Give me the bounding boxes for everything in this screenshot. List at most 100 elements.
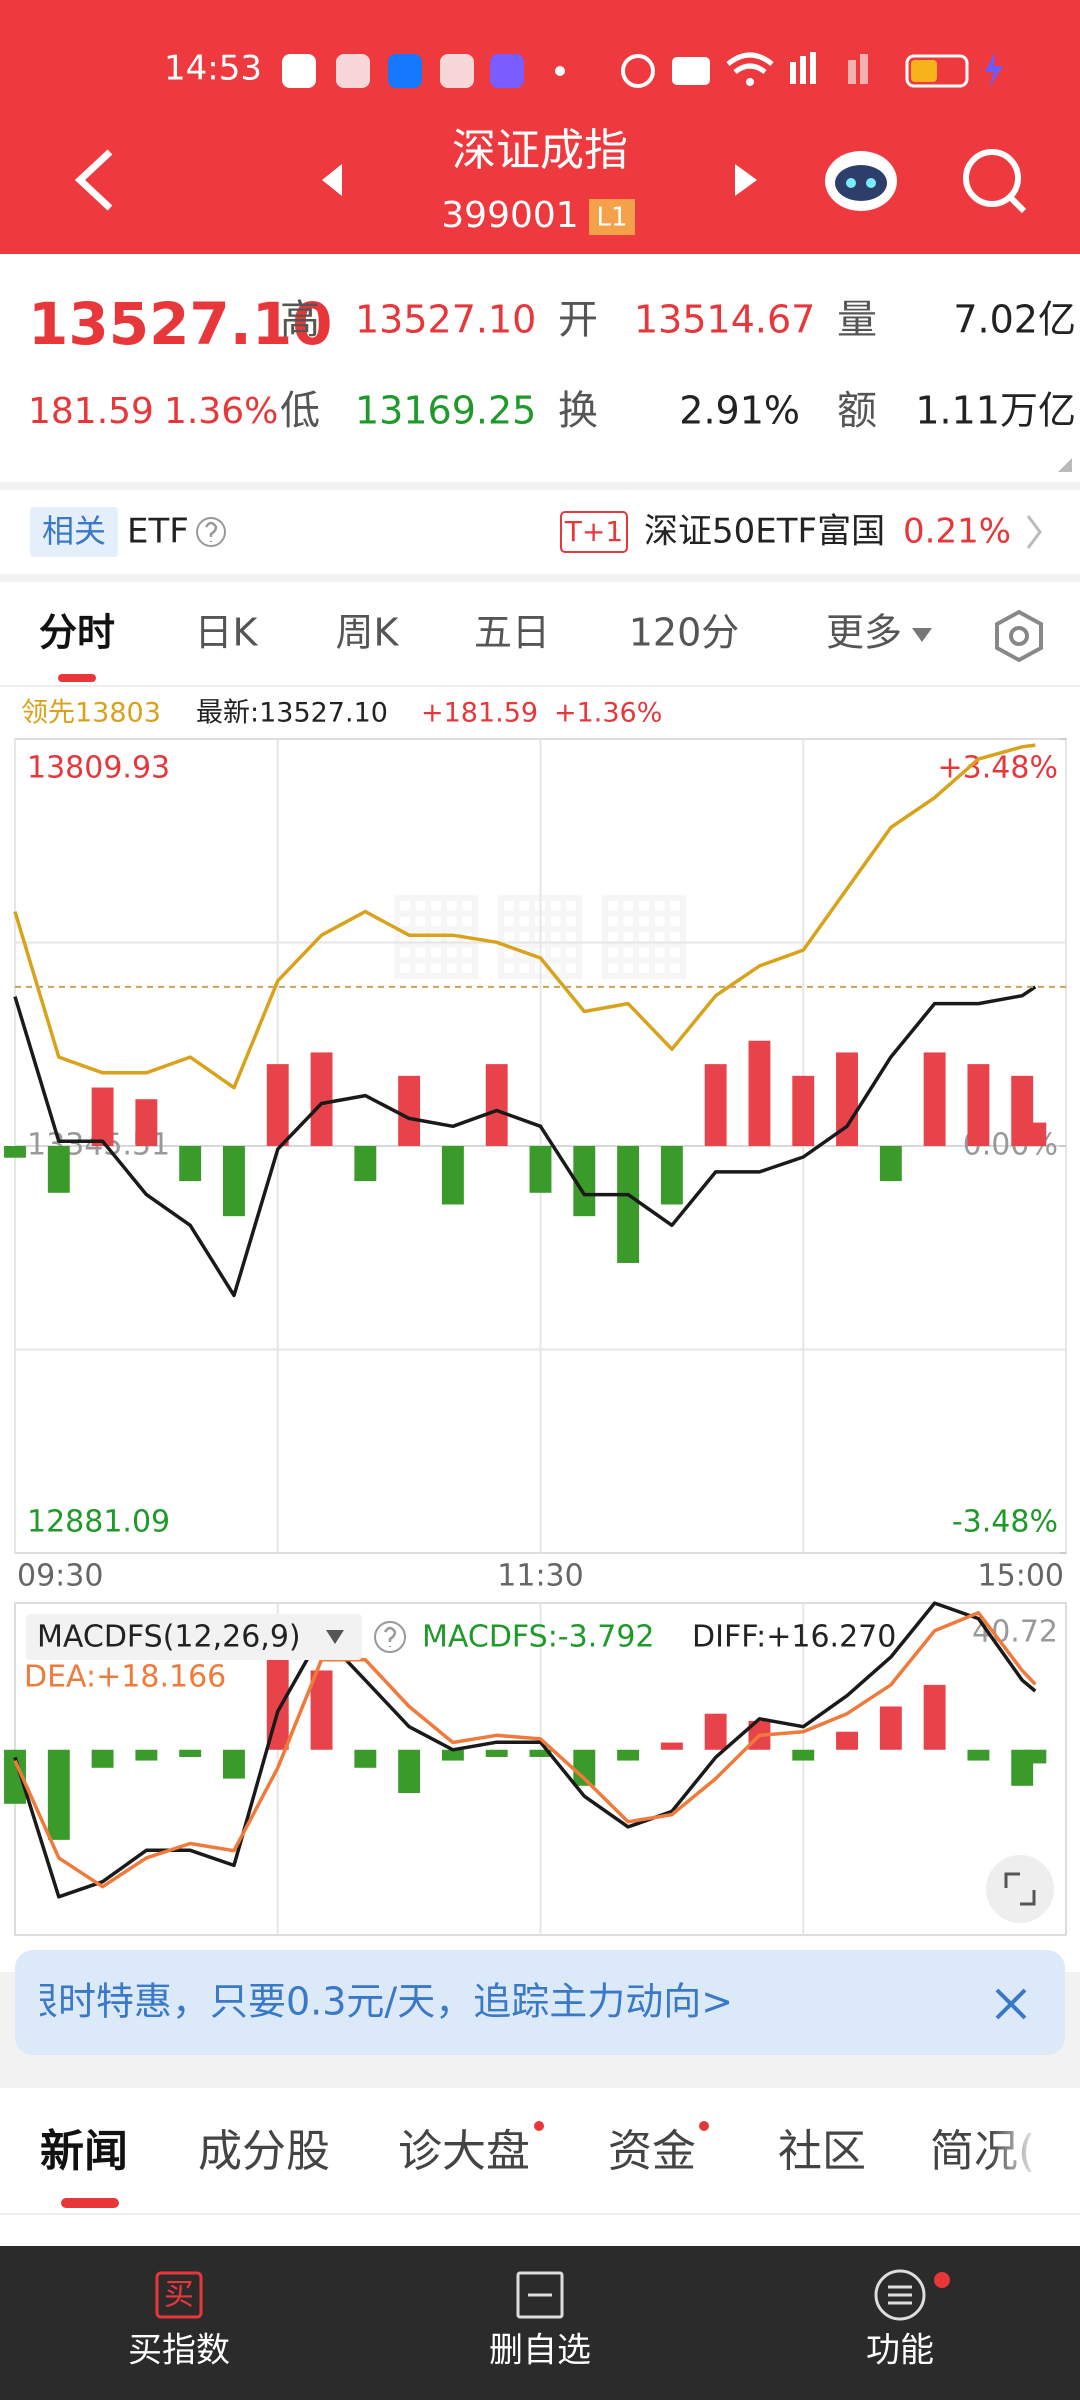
chart-tab[interactable]: 120分	[629, 611, 740, 655]
bar	[792, 1075, 815, 1146]
field-value: 13527.10	[355, 298, 536, 342]
news-tab[interactable]: 资金	[608, 2126, 696, 2177]
nav-label: 买指数	[128, 2331, 230, 2371]
header-bg	[0, 0, 1080, 254]
bar	[354, 1146, 377, 1182]
bar	[135, 1099, 158, 1146]
chart-tab[interactable]: 五日	[474, 611, 550, 655]
bar	[4, 1749, 26, 1804]
bar	[923, 1052, 946, 1146]
field-value: 2.91%	[679, 389, 800, 433]
series-line	[13, 743, 1036, 1090]
promo-close[interactable]	[995, 1988, 1027, 2020]
bar	[47, 1146, 70, 1193]
x-tick-label: 11:30	[497, 1559, 583, 1594]
field-value: 13169.25	[355, 389, 536, 433]
prev-index[interactable]	[322, 164, 342, 196]
change: 181.59	[28, 391, 154, 432]
bar	[223, 1146, 245, 1217]
bar	[967, 1064, 990, 1146]
promo-text: 限时特惠，只要0.3元/天，追踪主力动向>	[20, 1980, 733, 2024]
bar	[266, 1064, 289, 1146]
etf-label: ETF	[127, 512, 189, 552]
next-index[interactable]	[735, 164, 757, 196]
badge-dot	[534, 2121, 544, 2131]
bar	[792, 1749, 815, 1761]
etf-badge-box	[560, 511, 628, 553]
legend-change-pct: +1.36%	[554, 698, 662, 729]
bar	[1024, 1122, 1047, 1146]
quote-bg	[0, 254, 1080, 482]
fullscreen-button[interactable]	[986, 1855, 1054, 1923]
bar	[47, 1749, 70, 1840]
field-label: 低	[280, 388, 320, 434]
chart-tab[interactable]: 更多	[826, 611, 902, 655]
bar	[354, 1749, 377, 1768]
buy-button[interactable]: 买 买指数	[128, 2271, 230, 2371]
field-label: 开	[558, 297, 598, 343]
bar	[135, 1749, 158, 1761]
promo-banner[interactable]	[15, 1950, 1065, 2055]
bar	[4, 1146, 26, 1158]
bar	[967, 1749, 990, 1761]
bar	[573, 1749, 596, 1786]
bar	[485, 1064, 508, 1146]
macd-help[interactable]	[374, 1621, 406, 1653]
back-button[interactable]	[74, 149, 113, 211]
status-icons	[282, 52, 1003, 88]
etf-change: 0.21%	[903, 512, 1011, 552]
bottom-nav	[0, 2246, 1080, 2400]
settings-dot	[1009, 626, 1029, 646]
robot-button[interactable]	[825, 151, 897, 211]
bar	[310, 1052, 333, 1146]
macd-arrow	[326, 1630, 344, 1644]
news-tab[interactable]: 社区	[778, 2126, 866, 2177]
expand-corner[interactable]	[1058, 458, 1072, 472]
help-icon[interactable]	[196, 517, 226, 547]
macd-value: MACDFS:-3.792	[422, 1620, 655, 1655]
news-tab[interactable]: 新闻	[40, 2126, 128, 2177]
bar	[573, 1146, 596, 1217]
macd-name: MACDFS(12,26,9)	[37, 1620, 301, 1655]
news-tab-bar	[0, 2088, 1080, 2246]
price: 13527.10	[28, 290, 333, 358]
bar	[617, 1146, 640, 1263]
buy-icon: 买	[164, 2278, 194, 2313]
bar	[836, 1052, 858, 1146]
news-tabs: 新闻成分股诊大盘资金社区简况(F10)	[40, 2126, 1040, 2177]
bar	[617, 1749, 640, 1761]
nav-label: 功能	[866, 2331, 934, 2371]
news-tab[interactable]: 成分股	[198, 2126, 330, 2177]
chart-tab[interactable]: 日K	[195, 611, 259, 655]
y2-tick-label: -3.48%	[952, 1505, 1058, 1540]
bar	[310, 1670, 333, 1750]
bar	[441, 1146, 464, 1205]
etf-tag-bg	[30, 507, 118, 557]
field-value: 13514.67	[634, 298, 815, 342]
level-badge	[589, 199, 635, 235]
chart-tab[interactable]: 周K	[336, 611, 400, 655]
level-label: L1	[596, 203, 627, 233]
tab-underline	[58, 674, 96, 682]
bar	[441, 1749, 464, 1761]
legend-change: +181.59	[421, 698, 538, 729]
header-code: 399001	[441, 195, 578, 236]
function-button[interactable]: 功能	[866, 2269, 950, 2371]
search-button[interactable]	[963, 149, 1027, 214]
bar	[1024, 1749, 1047, 1764]
series-line	[13, 1611, 1037, 1889]
remove-watch-button[interactable]: 删自选	[489, 2271, 591, 2371]
bar	[879, 1146, 902, 1182]
more-arrow	[912, 628, 932, 642]
etf-tag: 相关	[42, 512, 106, 550]
chart-tabs: 分时 日K 周K 五日 120分 更多	[39, 611, 902, 655]
y-tick-label: 12881.09	[27, 1505, 170, 1540]
macd-name-bg[interactable]	[26, 1614, 362, 1660]
bar	[836, 1731, 858, 1750]
chart-tab[interactable]: 分时	[39, 611, 115, 655]
etf-row[interactable]	[0, 490, 1080, 574]
news-tab[interactable]: 诊大盘	[398, 2126, 530, 2177]
settings-button[interactable]	[995, 609, 1043, 663]
